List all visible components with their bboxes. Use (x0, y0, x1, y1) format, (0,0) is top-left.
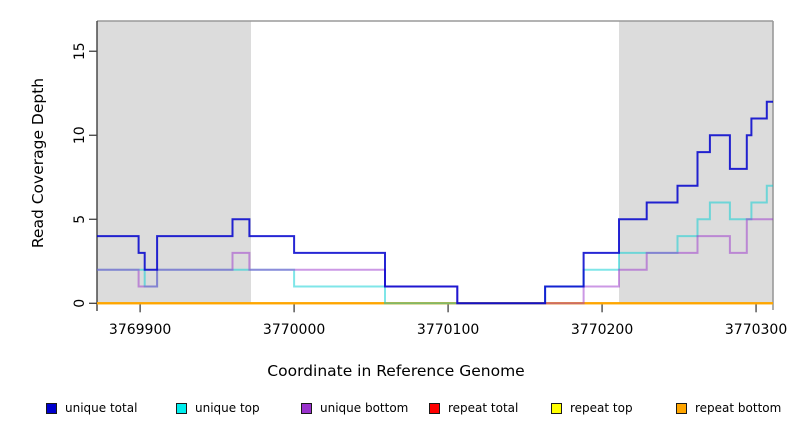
y-tick-label-15: 15 (72, 42, 88, 60)
legend-label-unique-top: unique top (195, 401, 260, 415)
legend-swatch-repeat-bottom (676, 402, 687, 414)
series-line-unique-bottom (97, 218, 773, 305)
legend-item-repeat-total: repeat total (429, 399, 518, 417)
legend-item-unique-total: unique total (46, 399, 137, 417)
legend-label-repeat-total: repeat total (448, 401, 519, 415)
legend-item-repeat-top: repeat top (551, 399, 633, 417)
y-tick-label-10: 10 (72, 126, 88, 144)
legend-swatch-unique-bottom (301, 402, 312, 414)
legend-item-repeat-bottom: repeat bottom (676, 399, 781, 417)
legend-label-repeat-bottom: repeat bottom (695, 401, 782, 415)
legend-label-unique-total: unique total (65, 401, 138, 415)
x-tick-label-3770200: 3770200 (571, 322, 633, 338)
legend-label-unique-bottom: unique bottom (320, 401, 409, 415)
legend-swatch-unique-total (46, 402, 57, 414)
legend-swatch-repeat-total (429, 402, 440, 414)
legend-swatch-repeat-top (551, 402, 562, 414)
repeat-region-band-1 (97, 21, 251, 304)
x-tick-label-3770100: 3770100 (417, 322, 479, 338)
x-tick-label-3770300: 3770300 (725, 322, 787, 338)
y-axis-title: Read Coverage Depth (29, 77, 47, 249)
legend: unique total unique top unique bottom repea… (0, 399, 792, 419)
y-tick-label-5: 5 (72, 215, 88, 224)
x-tick-label-3769900: 3769900 (109, 322, 171, 338)
series-line-unique-total (97, 100, 773, 305)
y-tick-label-0: 0 (72, 299, 88, 308)
legend-label-repeat-top: repeat top (570, 401, 633, 415)
legend-item-unique-bottom: unique bottom (301, 399, 408, 417)
x-tick-label-3770000: 3770000 (263, 322, 325, 338)
legend-swatch-unique-top (176, 402, 187, 414)
repeat-region-band-2 (619, 21, 773, 304)
legend-item-unique-top: unique top (176, 399, 260, 417)
x-axis-title: Coordinate in Reference Genome (267, 362, 525, 380)
